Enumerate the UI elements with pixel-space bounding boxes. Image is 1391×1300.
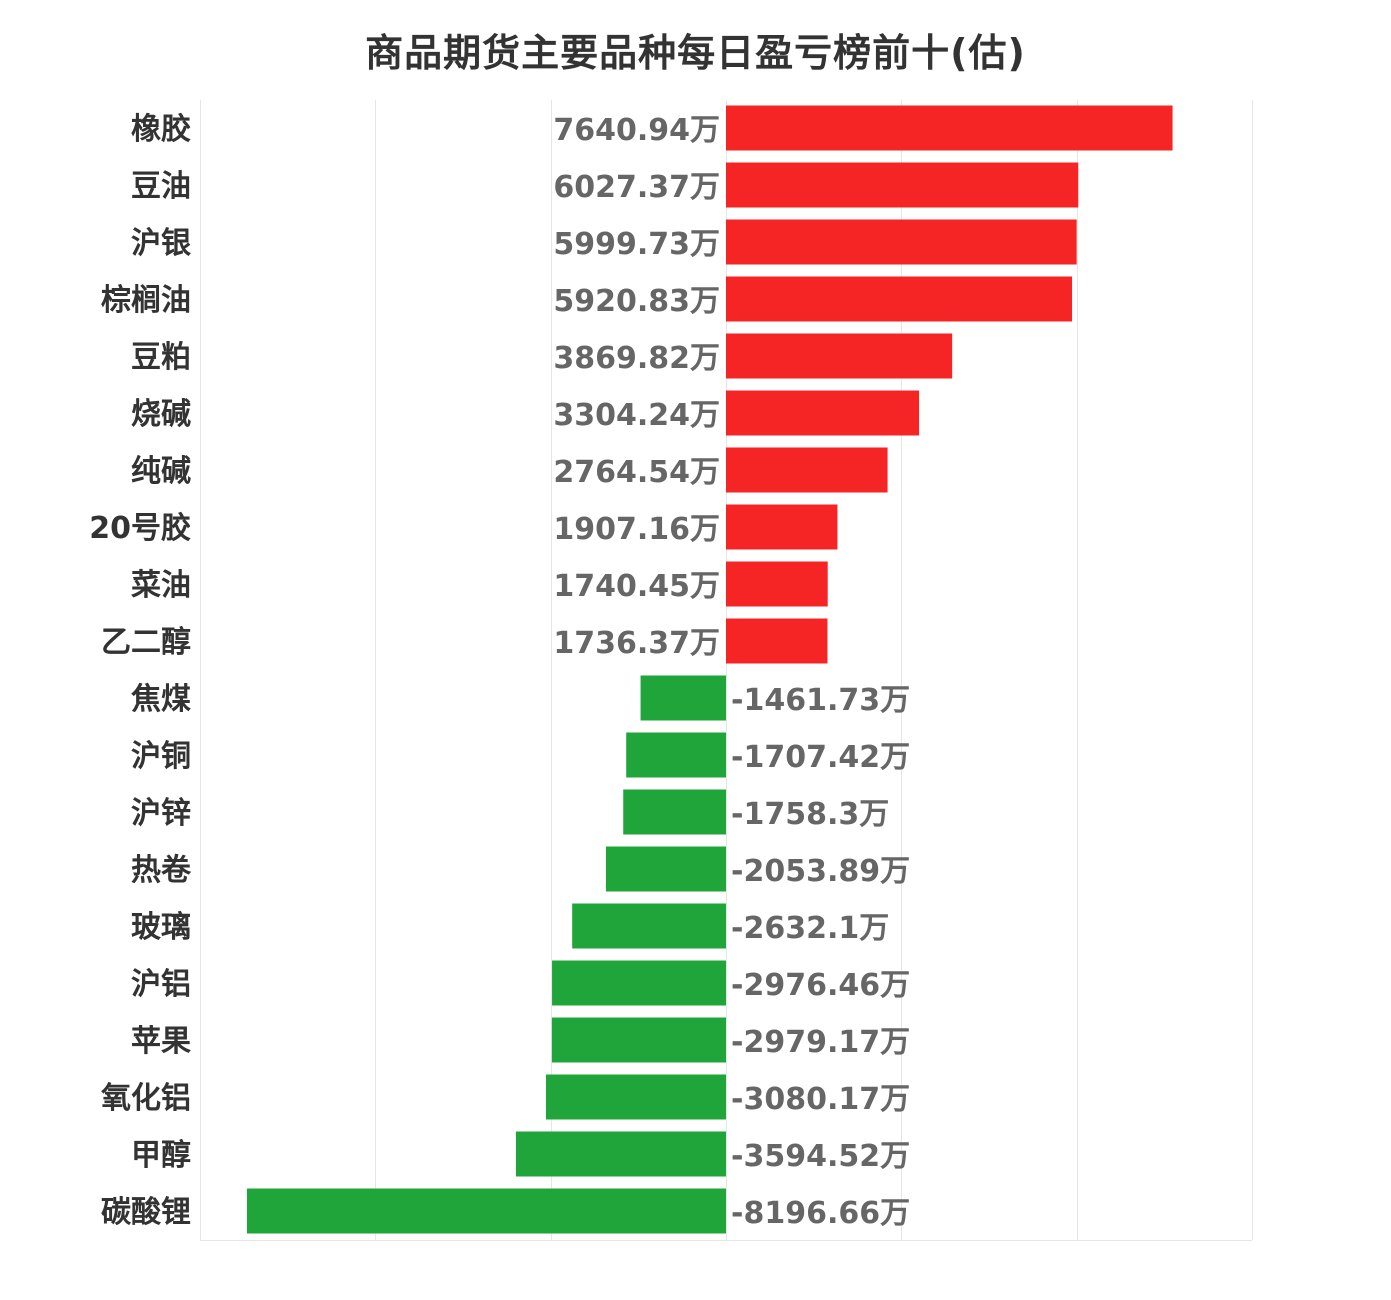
category-label: 氧化铝 [101,1081,191,1116]
data-label: -1707.42万 [731,740,910,775]
data-label: -3594.52万 [731,1139,910,1174]
data-label: 7640.94万 [553,113,720,148]
category-label: 苹果 [131,1024,191,1059]
category-label: 甲醇 [131,1138,191,1173]
category-label: 玻璃 [131,910,191,945]
data-label: 1740.45万 [553,569,720,604]
data-label: 3304.24万 [553,398,720,433]
data-label: 5999.73万 [553,227,720,262]
bar [572,903,726,949]
data-label: -2053.89万 [731,854,910,889]
bar [552,960,726,1006]
bar [605,846,726,892]
data-label: -2976.46万 [731,968,910,1003]
bar [551,1017,726,1063]
data-label: -8196.66万 [731,1196,910,1231]
category-label: 乙二醇 [101,625,191,660]
category-label: 棕榈油 [101,283,191,318]
data-label: -1461.73万 [731,683,910,718]
bar [545,1074,726,1120]
category-label: 沪铝 [131,967,191,1002]
bar [726,276,1073,322]
category-label: 20号胶 [89,511,191,546]
category-label: 热卷 [131,853,192,888]
data-label: 6027.37万 [553,170,720,205]
data-label: -2632.1万 [731,911,889,946]
bar [726,447,888,493]
category-label: 纯碱 [131,454,191,489]
category-label: 豆油 [131,169,191,204]
category-label: 沪银 [131,226,191,261]
data-label: 3869.82万 [553,341,720,376]
bar [726,105,1173,151]
data-label: 2764.54万 [553,455,720,490]
bar [726,390,920,436]
category-label: 烧碱 [131,397,191,432]
bar [726,618,828,664]
data-label: 1736.37万 [553,626,720,661]
data-label: -1758.3万 [731,797,889,832]
bar [246,1188,727,1234]
bar [640,675,726,721]
data-label: -3080.17万 [731,1082,910,1117]
bar [726,333,953,379]
category-label: 沪铜 [131,739,191,774]
data-label: -2979.17万 [731,1025,910,1060]
data-label: 5920.83万 [553,284,720,319]
bar [726,561,828,607]
category-label: 沪锌 [131,796,191,831]
bar [726,504,838,550]
bar [626,732,726,778]
bar [623,789,726,835]
chart-title: 商品期货主要品种每日盈亏榜前十(估) [365,31,1026,75]
category-label: 橡胶 [131,112,191,147]
data-label: 1907.16万 [553,512,720,547]
bar [515,1131,726,1177]
bar [726,219,1077,265]
bar [726,162,1079,208]
category-label: 豆粕 [131,340,191,375]
category-label: 焦煤 [131,682,191,717]
category-label: 菜油 [131,568,191,603]
category-label: 碳酸锂 [101,1195,191,1230]
